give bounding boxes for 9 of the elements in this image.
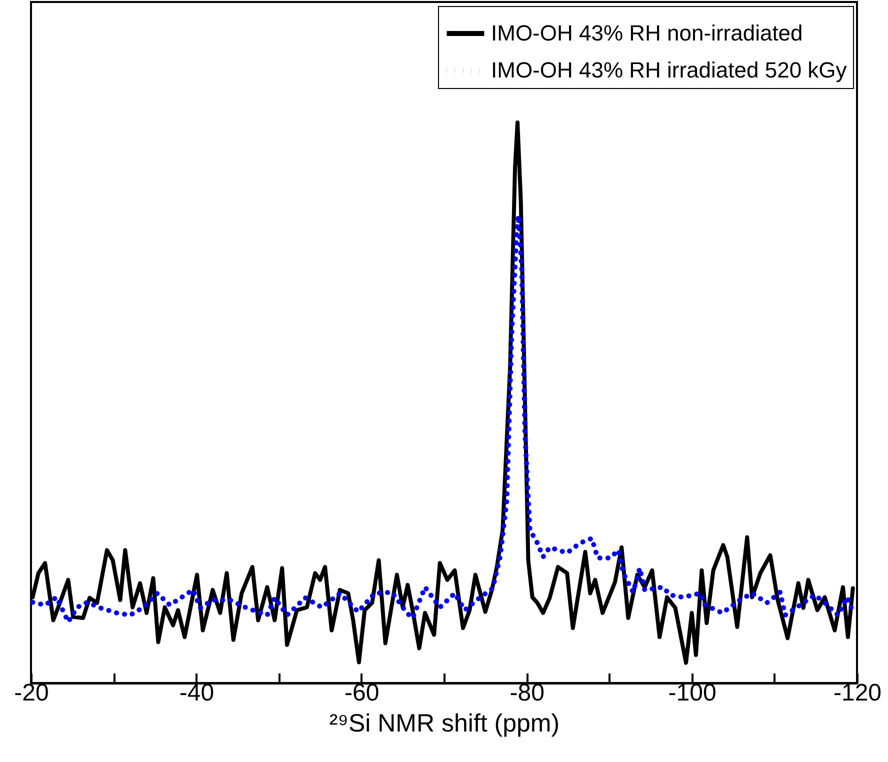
x-tick-label: -120 — [833, 680, 882, 706]
legend-label: IMO-OH 43% RH irradiated 520 kGy — [491, 58, 847, 82]
legend-label: IMO-OH 43% RH non-irradiated — [491, 20, 803, 46]
x-axis-title: ²⁹Si NMR shift (ppm) — [329, 710, 560, 738]
x-tick-label: -20 — [14, 680, 49, 706]
x-tick-label: -80 — [510, 680, 544, 706]
x-tick-label: -40 — [179, 680, 214, 706]
x-tick-label: -60 — [344, 680, 380, 706]
x-tick-label: -100 — [668, 680, 716, 706]
